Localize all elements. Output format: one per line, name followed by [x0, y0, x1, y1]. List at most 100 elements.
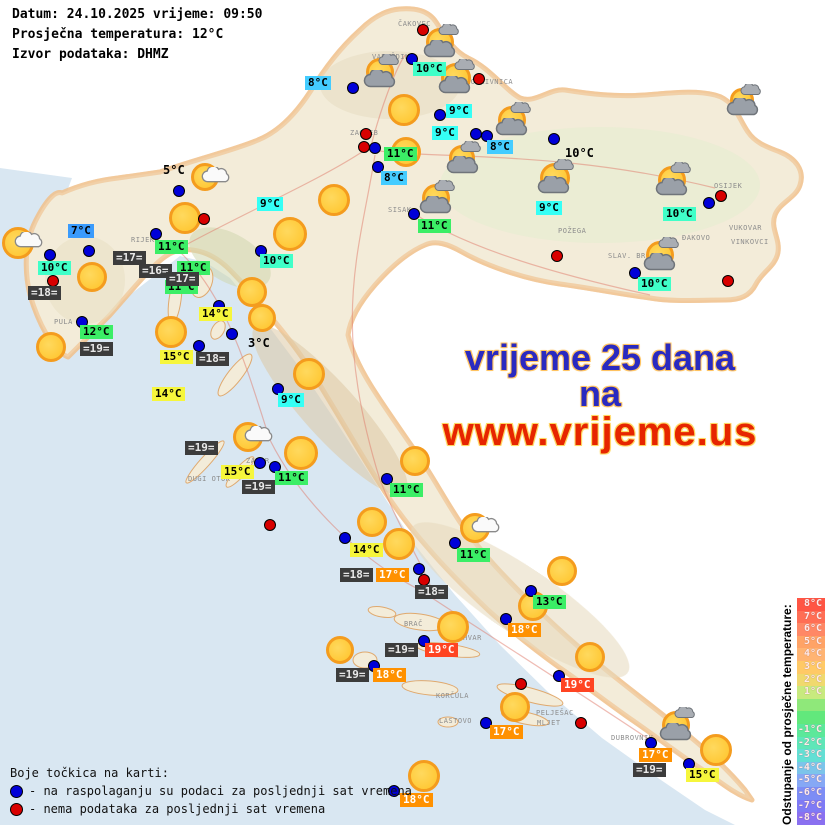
legend-blue-text: - na raspolaganju su podaci za posljednj…	[29, 784, 412, 798]
scale-bands: 8°C 7°C 6°C 5°C 4°C 3°C 2°C 1°C -1°C -2°C -3°C -4°C…	[797, 598, 825, 825]
temp-label: 11°C	[155, 240, 188, 254]
temp-label: 17°C	[376, 568, 409, 582]
blue-dot-icon	[10, 784, 23, 798]
sea-temp-label: =19=	[80, 342, 113, 356]
watermark: vrijeme 25 dana na www.vrijeme.us	[400, 337, 800, 453]
city-label: LASTOVO	[439, 717, 473, 725]
sea-temp-label: =18=	[28, 286, 61, 300]
station-dot-red	[264, 519, 276, 531]
sun-cloud-icon	[435, 59, 489, 107]
sun-icon	[569, 638, 623, 686]
temp-label: 11°C	[384, 147, 417, 161]
scale-band: -8°C	[797, 812, 825, 825]
scale-band: -5°C	[797, 774, 825, 787]
station-dot-red	[515, 678, 527, 690]
temp-label: 12°C	[80, 325, 113, 339]
city-label: RIJEKA	[131, 236, 160, 244]
temp-label: 5°C	[163, 163, 185, 177]
temp-label: 8°C	[487, 140, 513, 154]
sun-icon	[402, 756, 458, 806]
station-dot-blue	[480, 717, 492, 729]
city-label: DUGI OTOK	[188, 475, 231, 483]
date-time-text: Datum: 24.10.2025 vrijeme: 09:50	[9, 6, 266, 23]
station-dot-red	[360, 128, 372, 140]
temp-label: 11°C	[177, 261, 210, 275]
sea-temp-label: =18=	[196, 352, 229, 366]
legend-red-row: - nema podataka za posljednji sat vremen…	[10, 800, 412, 818]
sun-icon	[71, 258, 125, 306]
station-dot-blue	[500, 613, 512, 625]
station-dot-red	[473, 73, 485, 85]
sun-icon	[351, 503, 405, 551]
city-label: KORČULA	[436, 692, 470, 700]
station-dot-red	[722, 275, 734, 287]
temp-label: 14°C	[199, 307, 232, 321]
temp-label: 10°C	[663, 207, 696, 221]
temp-label: 9°C	[257, 197, 283, 211]
temp-label: 10°C	[38, 261, 71, 275]
station-dot-blue	[413, 563, 425, 575]
station-dot-blue	[629, 267, 641, 279]
sun-icon	[541, 552, 595, 600]
scale-band	[797, 711, 825, 724]
station-dot-blue	[388, 785, 400, 797]
temp-label: 15°C	[686, 768, 719, 782]
sun-icon	[312, 180, 368, 230]
scale-band: 6°C	[797, 623, 825, 636]
sun-icon	[382, 90, 438, 140]
temp-label: 18°C	[508, 623, 541, 637]
temp-label: 10°C	[413, 62, 446, 76]
temp-label: 19°C	[425, 643, 458, 657]
sea-temp-label: =18=	[340, 568, 373, 582]
scale-band: -4°C	[797, 761, 825, 775]
station-dot-red	[417, 24, 429, 36]
sun-white-cloud-icon	[454, 509, 508, 557]
station-dot-blue	[408, 208, 420, 220]
scale-band: -3°C	[797, 749, 825, 762]
station-dot-blue	[703, 197, 715, 209]
city-label: PULA	[54, 318, 73, 326]
temp-label: 15°C	[160, 350, 193, 364]
station-dot-red	[715, 190, 727, 202]
sea-temp-label: =19=	[242, 480, 275, 494]
scale-band: 4°C	[797, 648, 825, 661]
temp-label: 10°C	[638, 277, 671, 291]
city-label: SLAV. BROD	[608, 252, 656, 260]
scale-band: 7°C	[797, 610, 825, 624]
city-label: KOPRIVNICA	[466, 78, 514, 86]
sun-white-cloud-icon	[0, 223, 52, 273]
legend-red-text: - nema podataka za posljednji sat vremen…	[29, 802, 326, 816]
station-dot-blue	[525, 585, 537, 597]
city-label: ĐAKOVO	[682, 234, 711, 242]
sun-icon	[267, 213, 325, 265]
station-dot-blue	[372, 161, 384, 173]
scale-band: 8°C	[797, 598, 825, 611]
temp-label: 10°C	[565, 146, 594, 160]
temp-label: 7°C	[68, 224, 94, 238]
scale-title: Odstupanje od prosječne temperature:	[777, 598, 797, 825]
temp-label: 17°C	[490, 725, 523, 739]
city-label: PELJEŠAC	[536, 709, 574, 717]
station-dot-blue	[449, 537, 461, 549]
city-label: VINKOVCI	[731, 238, 769, 246]
station-dot-red	[575, 717, 587, 729]
red-dot-icon	[10, 802, 23, 816]
station-dot-red	[358, 141, 370, 153]
station-dot-blue	[44, 249, 56, 261]
sun-white-cloud-icon	[227, 418, 281, 466]
sun-cloud-icon	[724, 84, 772, 126]
sun-icon	[377, 524, 433, 574]
dot-color-legend: Boje točkica na karti: - na raspolaganju…	[10, 764, 412, 818]
sun-icon	[149, 312, 205, 362]
temp-label: 9°C	[536, 201, 562, 215]
sun-cloud-icon	[420, 24, 472, 70]
station-dot-blue	[548, 133, 560, 145]
scale-band: -7°C	[797, 799, 825, 813]
sun-cloud-icon	[443, 141, 493, 185]
station-dot-blue	[369, 142, 381, 154]
watermark-line1: vrijeme 25 dana	[464, 337, 736, 378]
temp-label: 8°C	[305, 76, 331, 90]
temp-label: 17°C	[639, 748, 672, 762]
station-dot-blue	[254, 457, 266, 469]
